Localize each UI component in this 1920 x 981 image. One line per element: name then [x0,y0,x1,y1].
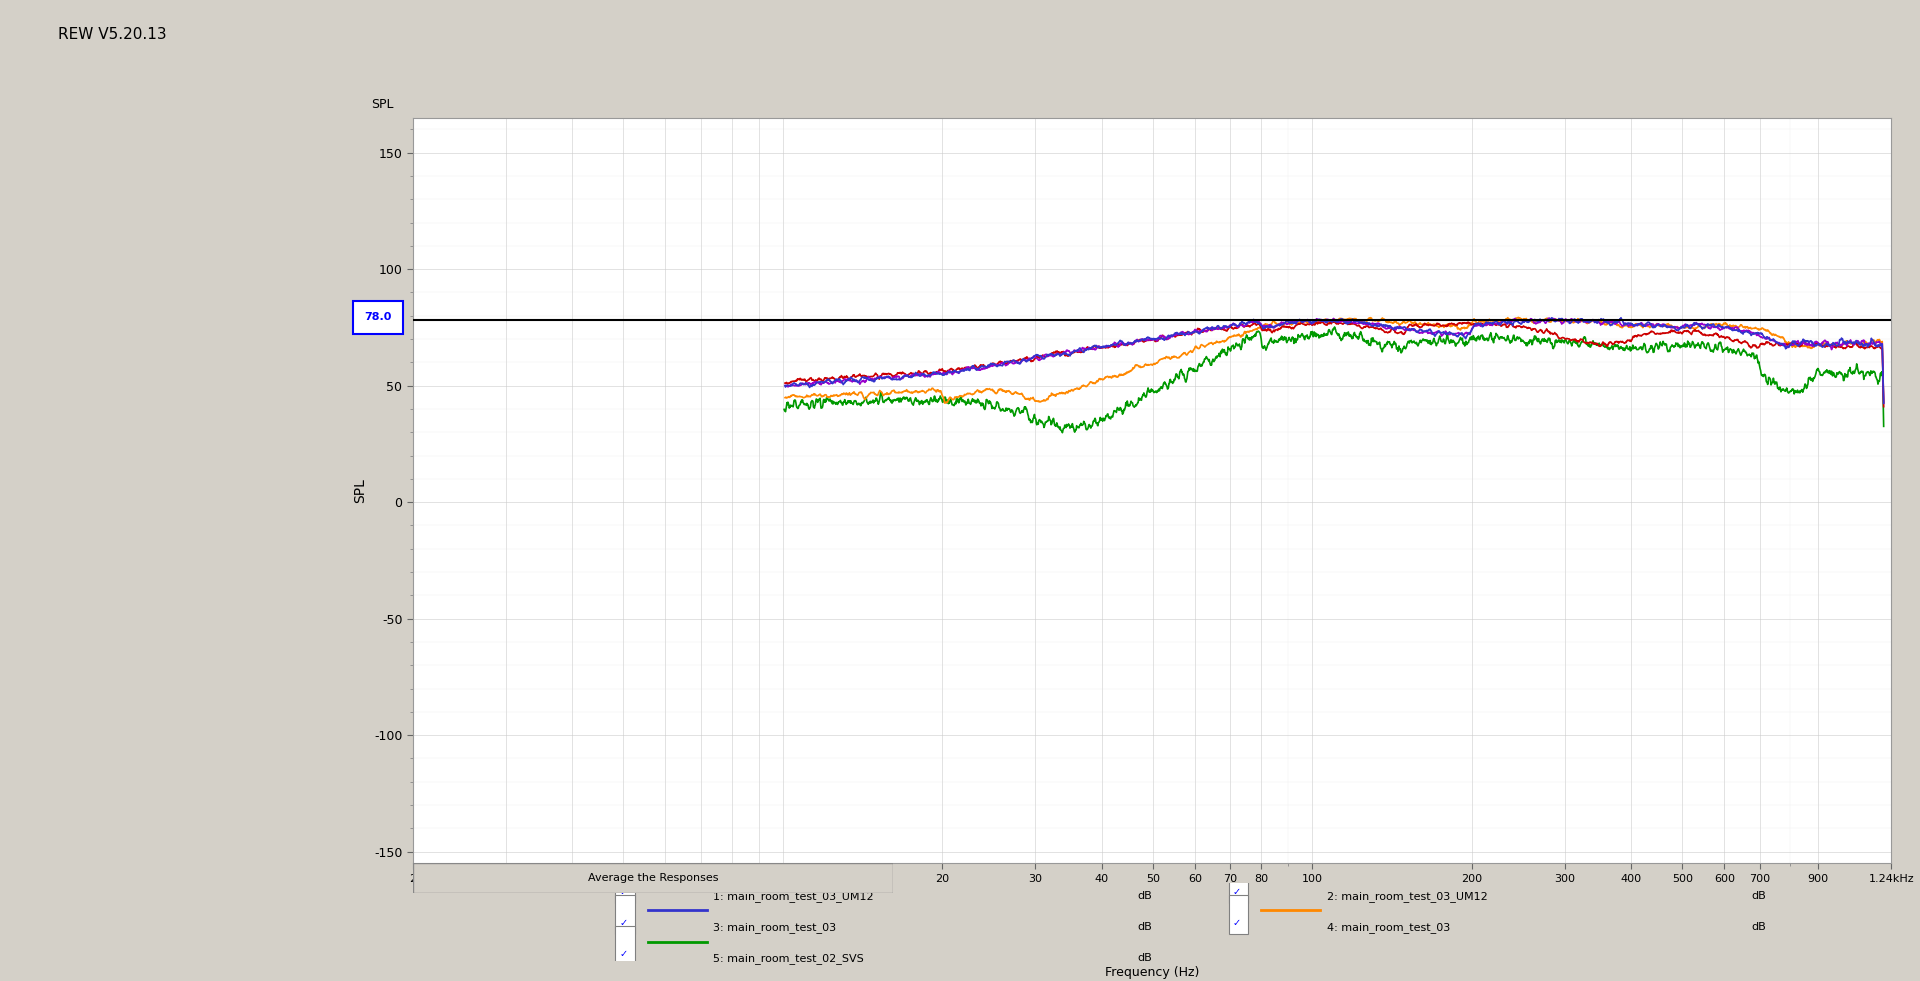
Text: REW V5.20.13: REW V5.20.13 [58,26,167,42]
Text: dB: dB [1751,891,1766,901]
Text: ✓: ✓ [618,918,628,928]
Bar [1229,895,1248,934]
Text: Frequency (Hz): Frequency (Hz) [1104,966,1200,979]
Text: ✓: ✓ [1233,887,1240,897]
Y-axis label: SPL: SPL [353,478,367,503]
Text: 2: main_room_test_03_UM12: 2: main_room_test_03_UM12 [1327,891,1488,902]
Text: dB: dB [1751,922,1766,932]
Text: 4: main_room_test_03: 4: main_room_test_03 [1327,922,1450,933]
Bar [614,926,636,965]
Bar [614,895,636,934]
Bar [1229,863,1248,903]
Text: dB: dB [1137,891,1152,901]
Text: 78.0: 78.0 [365,312,392,323]
Text: dB: dB [1137,954,1152,963]
Text: ✓: ✓ [1233,918,1240,928]
Text: dB: dB [1137,922,1152,932]
Text: 1: main_room_test_03_UM12: 1: main_room_test_03_UM12 [712,891,874,902]
Text: 3: main_room_test_03: 3: main_room_test_03 [712,922,837,933]
Text: 5: main_room_test_02_SVS: 5: main_room_test_02_SVS [712,954,864,964]
Text: SPL: SPL [371,98,394,111]
Text: ✓: ✓ [618,887,628,897]
Bar [614,863,636,903]
Text: ✓: ✓ [618,950,628,959]
Text: Average the Responses: Average the Responses [588,873,718,883]
